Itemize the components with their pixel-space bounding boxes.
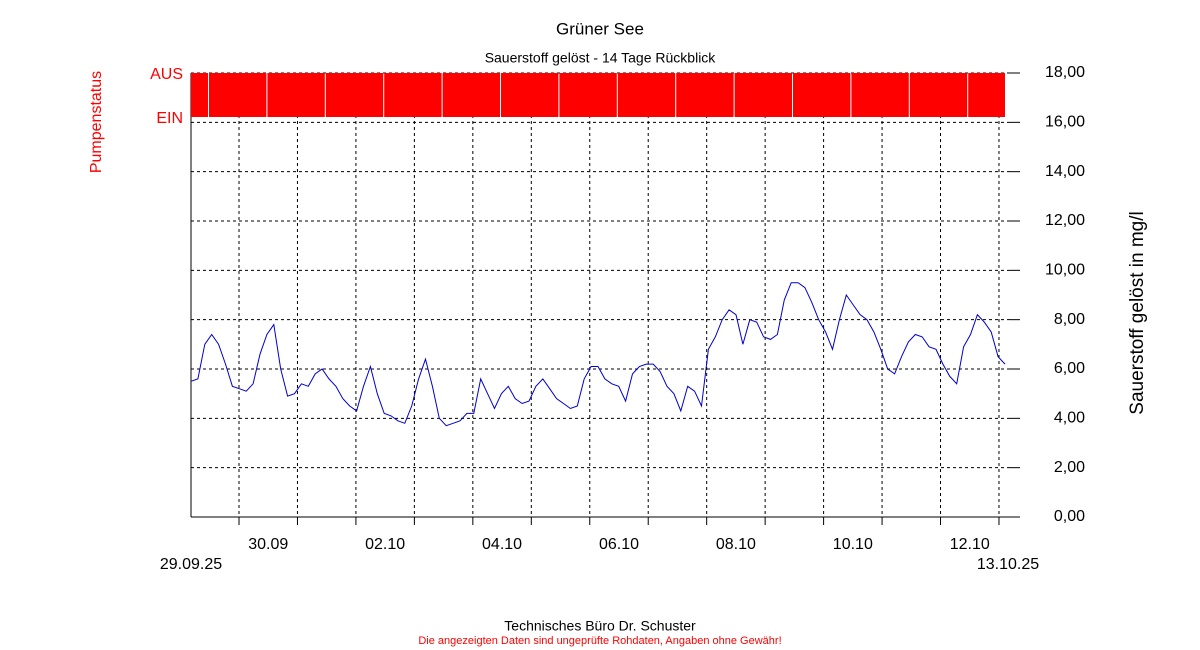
y-tick-label: 16,00 [1045,114,1085,131]
pump-status-bar [559,73,617,117]
y-tick-label: 18,00 [1045,64,1085,81]
pump-status-bar [617,73,676,117]
pump-status-bar [209,73,267,117]
chart-subtitle: Sauerstoff gelöst - 14 Tage Rückblick [485,50,717,66]
pump-status-bar [442,73,500,117]
y-tick-label: 12,00 [1045,212,1085,229]
pump-status-bar [793,73,851,117]
x-tick-label: 30.09 [248,536,288,553]
y-tick-label: 8,00 [1054,311,1085,328]
pump-axis-title: Pumpenstatus [88,71,105,173]
pump-status-bar [968,73,1005,117]
y-tick-label: 2,00 [1054,459,1085,476]
pump-status-bar [734,73,792,117]
x-tick-label: 04.10 [482,536,522,553]
data-line [190,282,1006,427]
y-tick-label: 0,00 [1054,508,1085,525]
pump-status-bar [325,73,384,117]
y-tick-label: 6,00 [1054,360,1085,377]
y-tick-label: 14,00 [1045,163,1085,180]
x-end-label: 13.10.25 [977,556,1039,573]
pump-status-bar [384,73,442,117]
y-tick-label: 4,00 [1054,410,1085,427]
pump-status-bar [501,73,559,117]
pump-status-bar [676,73,734,117]
pump-status-bar [191,73,208,117]
x-tick-label: 08.10 [716,536,756,553]
pump-state-on: EIN [156,110,183,127]
pump-state-off: AUS [150,66,183,83]
pump-status-bar [267,73,325,117]
pump-status-bar [909,73,968,117]
y-axis-title: Sauerstoff gelöst in mg/l [1127,211,1148,414]
x-tick-label: 06.10 [599,536,639,553]
footer-disclaimer: Die angezeigten Daten sind ungeprüfte Ro… [418,635,781,647]
chart-title: Grüner See [556,19,644,38]
y-tick-label: 10,00 [1045,262,1085,279]
x-tick-label: 10.10 [833,536,873,553]
x-start-label: 29.09.25 [160,556,222,573]
x-tick-label: 02.10 [365,536,405,553]
x-tick-label: 12.10 [950,536,990,553]
footer-credit: Technisches Büro Dr. Schuster [504,618,696,634]
pump-status-bar [851,73,909,117]
